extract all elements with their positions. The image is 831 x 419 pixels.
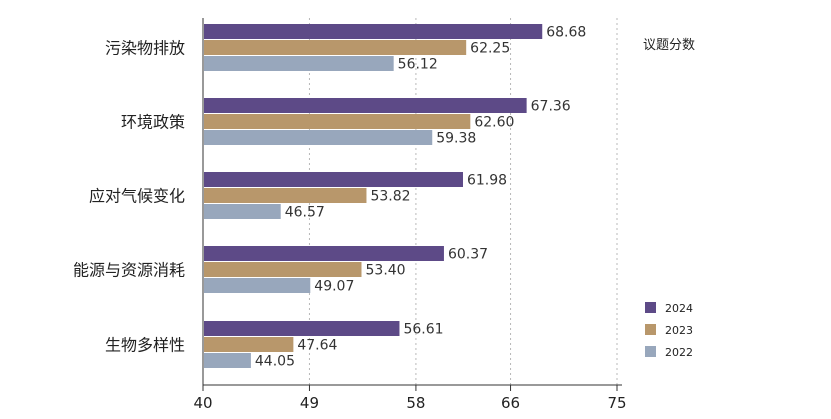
legend: 2024 2023 2022 <box>645 302 693 359</box>
category-label: 应对气候变化 <box>89 187 185 206</box>
bar-2024 <box>204 321 400 336</box>
data-label-2023: 53.82 <box>370 189 410 205</box>
data-label-2024: 56.61 <box>403 322 443 338</box>
bar-2023 <box>204 114 471 129</box>
category-label: 能源与资源消耗 <box>73 261 185 280</box>
bar-2023 <box>204 337 294 352</box>
legend-label-2024: 2024 <box>665 302 693 315</box>
data-label-2022: 44.05 <box>255 354 295 370</box>
legend-swatch-2022 <box>645 346 656 357</box>
legend-swatch-2023 <box>645 324 656 335</box>
x-tick-label: 40 <box>193 394 212 412</box>
x-tick-label: 66 <box>501 394 520 412</box>
bar-2024 <box>204 246 444 261</box>
data-label-2022: 59.38 <box>436 131 476 147</box>
legend-label-2022: 2022 <box>665 346 693 359</box>
bar-2022 <box>204 278 311 293</box>
bar-2022 <box>204 130 433 145</box>
bar-2024 <box>204 98 527 113</box>
x-tick-label: 58 <box>406 394 425 412</box>
data-label-2022: 46.57 <box>285 205 325 221</box>
x-tick-label: 75 <box>607 394 626 412</box>
x-tick-label: 49 <box>300 394 319 412</box>
data-label-2024: 61.98 <box>467 173 507 189</box>
category-label: 环境政策 <box>121 113 185 132</box>
category-label: 污染物排放 <box>105 39 185 58</box>
legend-swatch-2024 <box>645 302 656 313</box>
data-label-2023: 53.40 <box>366 263 406 279</box>
data-label-2024: 68.68 <box>546 25 586 41</box>
bar-2024 <box>204 24 543 39</box>
bar-2023 <box>204 188 367 203</box>
data-label-2024: 67.36 <box>531 99 571 115</box>
data-label-2022: 56.12 <box>398 57 438 73</box>
bar-2023 <box>204 40 467 55</box>
data-label-2023: 62.60 <box>474 115 514 131</box>
legend-label-2023: 2023 <box>665 324 693 337</box>
data-label-2023: 47.64 <box>297 338 337 354</box>
x-axis: 40 49 58 66 75 <box>193 18 627 412</box>
bar-2022 <box>204 204 281 219</box>
data-label-2023: 62.25 <box>470 41 510 57</box>
bar-2024 <box>204 172 463 187</box>
category-label: 生物多样性 <box>105 336 185 355</box>
bar-2022 <box>204 353 251 368</box>
bars <box>204 24 543 368</box>
chart-title: 议题分数 <box>643 38 695 53</box>
bar-2023 <box>204 262 362 277</box>
data-label-2024: 60.37 <box>448 247 488 263</box>
data-label-2022: 49.07 <box>314 279 354 295</box>
bar-2022 <box>204 56 394 71</box>
